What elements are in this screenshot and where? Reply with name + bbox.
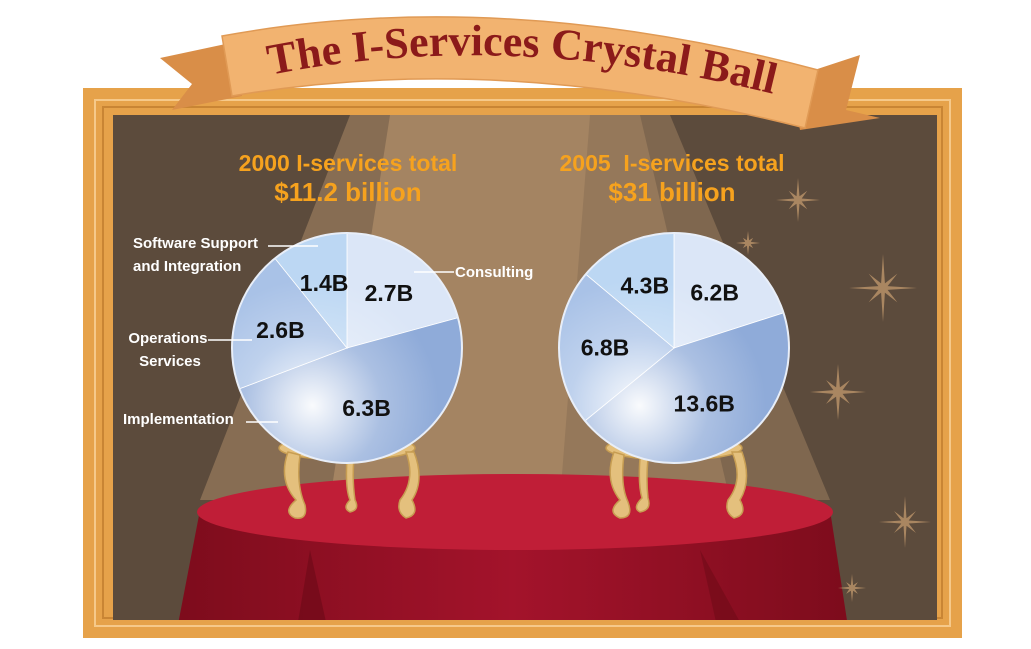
callout-consulting: Consulting: [455, 264, 533, 281]
pie-slice-label: 6.3B: [342, 395, 391, 421]
pie-slice-label: 2.6B: [256, 317, 305, 343]
pie-slice-label: 6.8B: [581, 335, 630, 361]
pie-chart-2005: 6.2B 13.6B 6.8B 4.3B: [558, 232, 790, 464]
chart1-total: $11.2 billion: [274, 177, 421, 207]
pie-slice-label: 2.7B: [365, 280, 414, 306]
callout-software-line2: and Integration: [133, 258, 241, 275]
callout-software: Software Support and Integration: [133, 235, 262, 275]
table-top: [197, 474, 833, 550]
table-fold: [298, 550, 326, 620]
sparkle-icon: [879, 496, 931, 548]
callout-operations-line1: Operations: [128, 330, 207, 347]
glass-gloss: [232, 233, 462, 463]
sparkle-icon: [810, 364, 866, 420]
chart1-title: 2000 I-services total: [239, 150, 458, 176]
callout-operations: Operations Services: [128, 330, 211, 370]
pie-slice-label: 13.6B: [674, 391, 735, 417]
chart2-title: 2005 I-services total: [559, 150, 784, 176]
sparkle-icon: [838, 574, 866, 602]
glass-gloss: [559, 233, 789, 463]
glass-rim: [231, 232, 463, 464]
sparkles: [736, 178, 931, 602]
callout-implementation: Implementation: [123, 411, 234, 428]
sparkle-icon: [776, 178, 820, 222]
ribbon-tail-left: [160, 42, 242, 110]
glass-rim: [558, 232, 790, 464]
callout-operations-line2: Services: [139, 353, 201, 370]
ribbon-body: [221, 16, 819, 129]
callout-software-line1: Software Support: [133, 235, 258, 252]
sparkle-icon: [736, 231, 760, 255]
chart2-total: $31 billion: [608, 177, 735, 207]
table-fold-2: [700, 550, 739, 620]
sparkle-icon: [849, 254, 917, 322]
pie-slice-label: 1.4B: [300, 270, 349, 296]
pie-slice-label: 6.2B: [690, 279, 739, 305]
pie-slice-label: 4.3B: [620, 272, 669, 298]
frame-inner-line: [94, 99, 951, 627]
pie-chart-2000: 2.7B 6.3B 2.6B 1.4B: [231, 232, 463, 464]
